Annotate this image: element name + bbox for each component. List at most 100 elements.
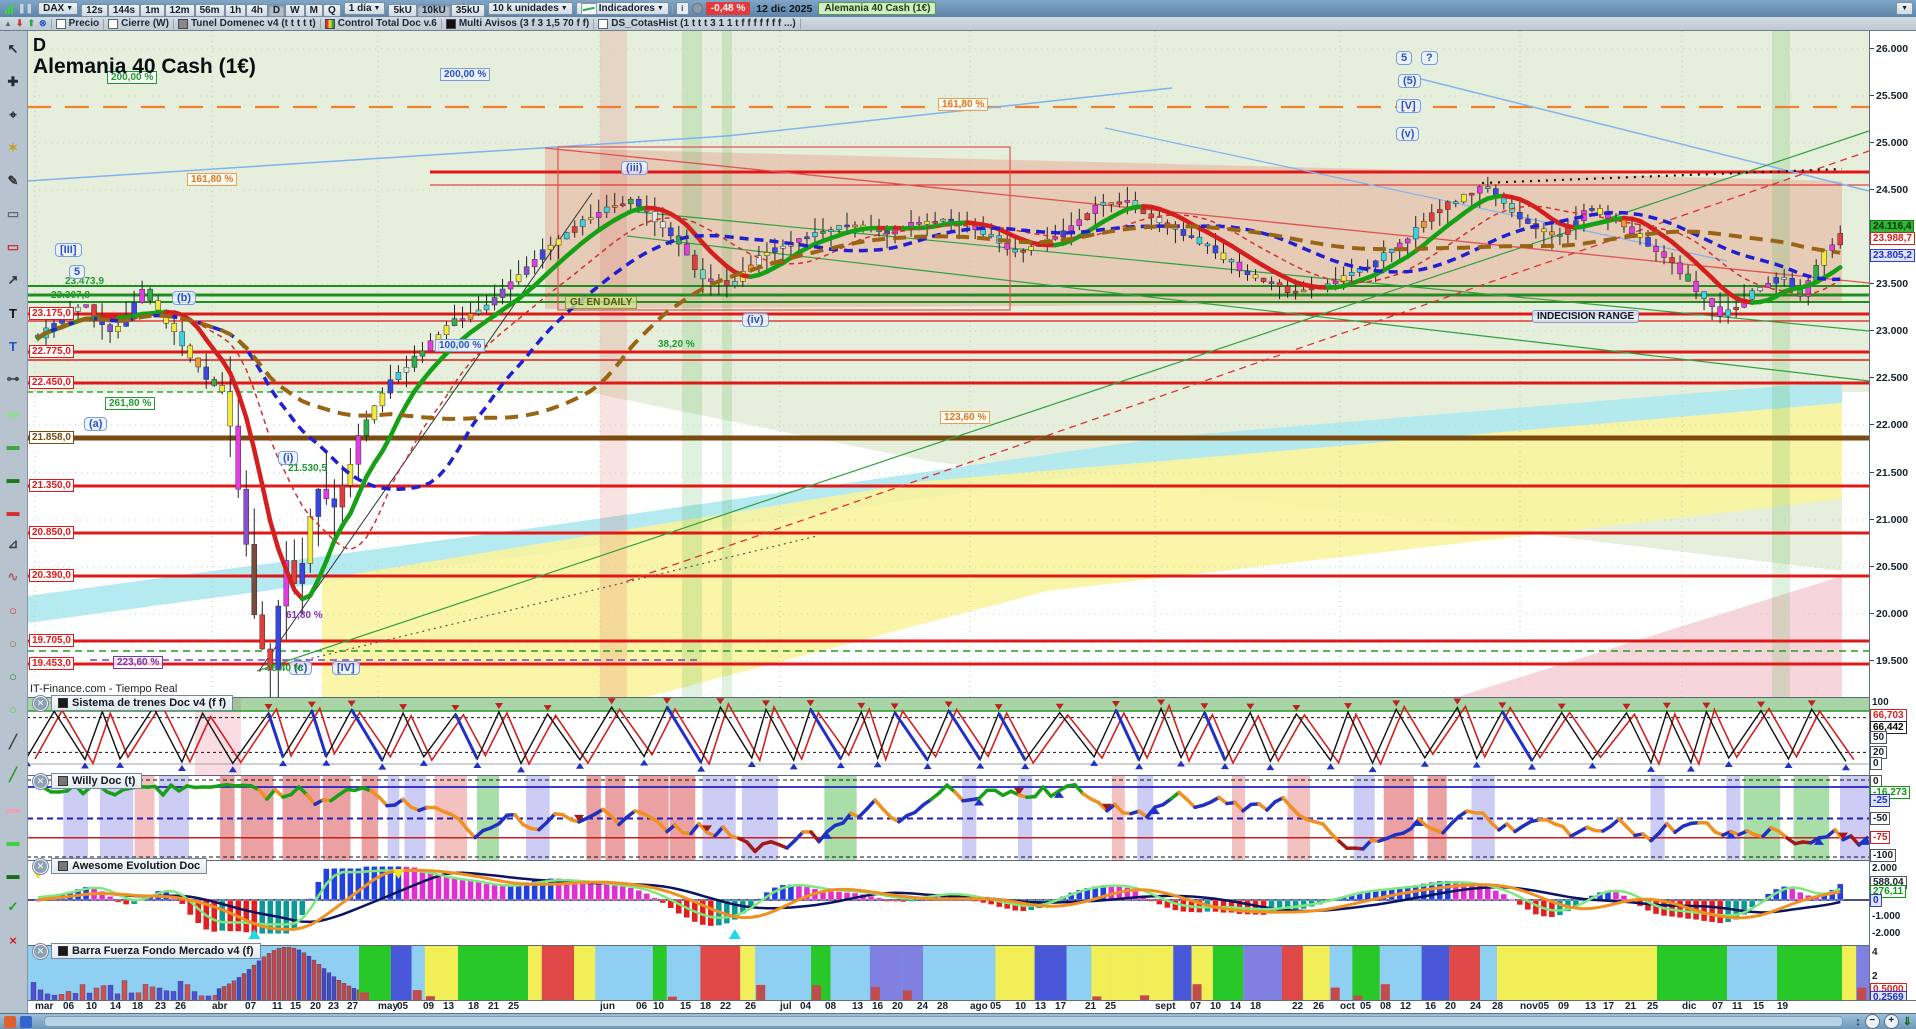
price-level-label[interactable]: 19.453,0: [29, 657, 74, 670]
hline-brightgreen-tool[interactable]: ▬: [6, 833, 20, 849]
elliott-wave-label[interactable]: (iv): [742, 313, 769, 327]
swatch-icon[interactable]: [177, 18, 188, 29]
hline-lightgreen-tool[interactable]: ▬: [6, 404, 20, 420]
elliott-wave-label[interactable]: 5: [1396, 51, 1413, 65]
overlay-item-3[interactable]: Control Total Doc v.6: [324, 18, 437, 29]
overlay-item-1[interactable]: Cierre (W): [108, 18, 169, 29]
swatch-icon[interactable]: [445, 18, 456, 29]
panel-sistema-trenes-canvas[interactable]: [27, 697, 1869, 776]
elliott-wave-label[interactable]: [III]: [55, 243, 82, 257]
hline-red-tool[interactable]: ▬: [6, 503, 20, 519]
fibonacci-label[interactable]: 38,20 %: [658, 339, 695, 350]
close-panel-icon[interactable]: ✕: [33, 943, 48, 959]
fibonacci-label[interactable]: 161,80 %: [187, 173, 238, 186]
timeframe-button-W[interactable]: W: [285, 3, 305, 17]
unit-button-5kU[interactable]: 5kU: [388, 3, 417, 17]
close-panel-icon[interactable]: ✕: [33, 858, 48, 874]
zoom-out-button[interactable]: −: [1864, 1014, 1880, 1029]
price-level-label[interactable]: 19.705,0: [29, 634, 74, 647]
zoom-tool[interactable]: ⌖: [9, 107, 17, 122]
hline-pink-tool[interactable]: ▬: [6, 800, 20, 816]
pointer-tool[interactable]: ↖: [7, 41, 19, 56]
fibonacci-label[interactable]: 123,60 %: [940, 411, 991, 424]
checkbox-icon[interactable]: [108, 18, 119, 29]
ruler-tool[interactable]: ⊿: [7, 536, 19, 551]
fibonacci-label[interactable]: 261,80 %: [105, 397, 156, 410]
star-tool[interactable]: ✶: [7, 140, 19, 155]
text-tool[interactable]: T: [9, 305, 17, 321]
delete-tool[interactable]: ×: [9, 932, 17, 948]
unit-button-10kU[interactable]: 10kU: [416, 3, 451, 17]
elliott-wave-label[interactable]: (a): [84, 417, 108, 431]
timeframe-button-12s[interactable]: 12s: [81, 3, 108, 17]
timeframe-button-D[interactable]: D: [267, 3, 286, 17]
fibonacci-label[interactable]: 76,40 %: [266, 663, 303, 674]
arrow-tool[interactable]: ↗: [7, 272, 19, 287]
timeframe-button-Q[interactable]: Q: [322, 3, 341, 17]
collapse-chevron-icon[interactable]: ▲: [4, 19, 12, 28]
overlay-item-4[interactable]: Multi Avisos (3 f 3 1,5 70 f f): [445, 18, 589, 29]
ellipse-green-tool[interactable]: ○: [9, 668, 17, 684]
red-rect-tool[interactable]: ▭: [6, 239, 20, 254]
fibonacci-label[interactable]: 100,00 %: [435, 339, 486, 352]
period-select[interactable]: 1 día ▼: [343, 2, 386, 15]
ellipse-brown-tool[interactable]: ○: [9, 635, 17, 651]
price-level-label[interactable]: 20.850,0: [29, 526, 74, 539]
elliott-wave-label[interactable]: ?: [1421, 51, 1438, 65]
swatch-icon[interactable]: [324, 18, 335, 29]
unit-button-35kU[interactable]: 35kU: [450, 3, 485, 17]
price-level-label[interactable]: 20.390,0: [29, 569, 74, 582]
elliott-wave-label[interactable]: (v): [1396, 127, 1420, 141]
price-level-label[interactable]: 23.175,0: [29, 307, 74, 320]
arrow-up-icon[interactable]: ⬆: [27, 18, 36, 28]
check-tool[interactable]: ✓: [7, 899, 19, 914]
chart-note[interactable]: GL EN DAILY: [565, 296, 638, 309]
timeframe-button-12m[interactable]: 12m: [164, 3, 195, 17]
price-level-label[interactable]: 21.350,0: [29, 479, 74, 492]
timeframe-button-4h[interactable]: 4h: [246, 3, 268, 17]
fibonacci-label[interactable]: 223,60 %: [113, 656, 164, 669]
overlay-item-0[interactable]: Precio: [55, 18, 99, 29]
price-level-label[interactable]: 22.450,0: [29, 376, 74, 389]
pause-icon[interactable]: ❚❚: [18, 3, 34, 13]
panel-willy-canvas[interactable]: [27, 775, 1869, 861]
price-level-label[interactable]: 21.858,0: [29, 431, 74, 444]
arrow-down-icon[interactable]: ⬇: [15, 18, 24, 28]
close-all-icon[interactable]: ⊗: [39, 18, 47, 28]
taskbar-icon-2[interactable]: [20, 1015, 32, 1028]
auto-fit-icon[interactable]: ⇓: [1902, 1016, 1912, 1028]
ellipse-lightgreen-tool[interactable]: ○: [9, 701, 17, 717]
symbol-select[interactable]: DAX ▼: [38, 2, 79, 15]
panel-barra-fuerza-canvas[interactable]: [27, 945, 1869, 1001]
checkbox-icon[interactable]: [598, 18, 609, 29]
pattern-tool[interactable]: ∿: [7, 569, 19, 584]
chart-note[interactable]: INDECISION RANGE: [1532, 310, 1640, 323]
checkbox-icon[interactable]: [55, 18, 66, 29]
info-icon[interactable]: i: [675, 2, 689, 15]
fibonacci-label[interactable]: 21.530,5: [288, 463, 327, 474]
price-level-label[interactable]: 22.775,0: [29, 345, 74, 358]
collapse-toolbar-button[interactable]: ▼: [1896, 2, 1913, 15]
elliott-wave-label[interactable]: [V]: [1396, 99, 1421, 113]
elliott-wave-label[interactable]: (c): [289, 661, 313, 675]
elliott-wave-label[interactable]: (i): [278, 451, 299, 465]
segment-tool[interactable]: ⊶: [6, 371, 20, 386]
close-panel-icon[interactable]: ✕: [33, 695, 48, 711]
elliott-wave-label[interactable]: (iii): [621, 161, 648, 175]
crosshair-tool[interactable]: ✚: [7, 74, 19, 89]
date-axis[interactable]: mar 06 10 14 18 23 26 abr 07 11 15 20 23 27 may 05 09 13 1…: [0, 1000, 1916, 1014]
elliott-wave-label[interactable]: (5): [1398, 74, 1422, 88]
timeframe-button-1h[interactable]: 1h: [224, 3, 247, 17]
price-axis[interactable]: 26.000 25.500 25.000 24.500 23.500 23.000 22.5…: [1869, 31, 1916, 1013]
pencil-tool[interactable]: ✎: [7, 173, 19, 188]
fibonacci-label[interactable]: 200,00 %: [440, 68, 491, 81]
price-chart-canvas[interactable]: [27, 31, 1869, 697]
units-select[interactable]: 10 k unidades ▼: [487, 2, 573, 15]
ellipse-red-tool[interactable]: ○: [9, 602, 17, 618]
timeframe-button-56m[interactable]: 56m: [194, 3, 225, 17]
channel-tool[interactable]: ▭: [6, 206, 20, 221]
pan-icon[interactable]: ↕: [1855, 1015, 1861, 1028]
callout-tool[interactable]: T: [9, 338, 17, 354]
hline-darkgreen2-tool[interactable]: ▬: [6, 866, 20, 882]
zoom-in-button[interactable]: +: [1883, 1014, 1899, 1029]
